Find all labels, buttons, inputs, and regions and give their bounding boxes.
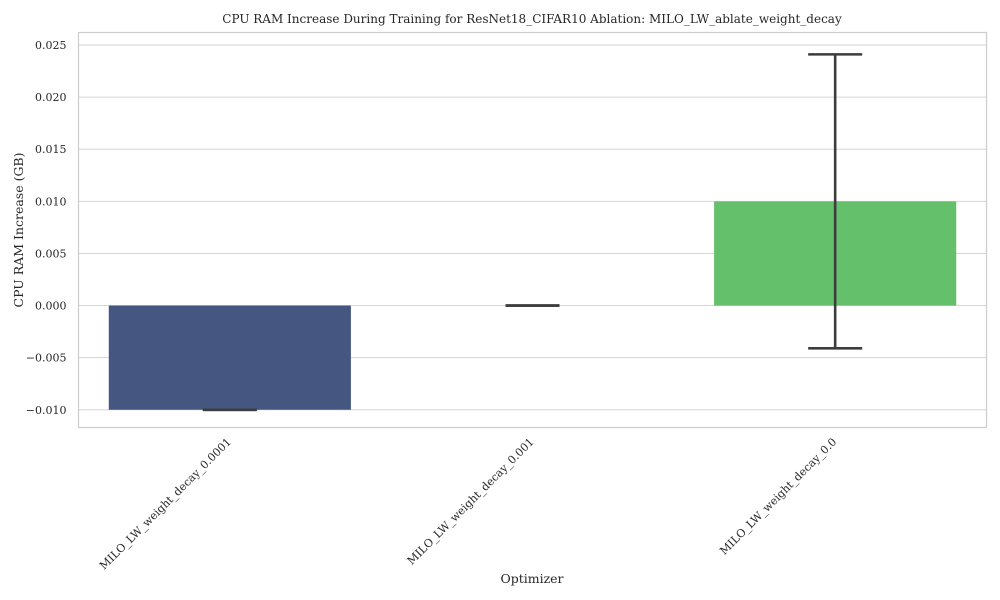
x-axis-label: Optimizer (500, 571, 563, 586)
x-tick-label: MILO_LW_weight_decay_0.0001 (97, 435, 234, 572)
y-tick-label: −0.005 (26, 352, 67, 365)
bar (108, 305, 351, 410)
y-tick-label: −0.010 (26, 404, 67, 417)
y-tick-label: 0.015 (35, 143, 67, 156)
y-axis-label: CPU RAM Increase (GB) (11, 153, 26, 308)
x-tick-labels: MILO_LW_weight_decay_0.0001 MILO_LW_weigh… (97, 435, 839, 572)
y-tick-labels: −0.010 −0.005 0.000 0.005 0.010 0.015 0.020 0.0… (26, 39, 67, 417)
plot-frame (77, 31, 988, 429)
x-tick-label: MILO_LW_weight_decay_0.001 (405, 435, 537, 567)
y-tick-label: 0.010 (35, 195, 67, 208)
error-bars (202, 53, 863, 412)
y-tick-label: 0.000 (35, 300, 67, 313)
y-tick-label: 0.020 (35, 91, 67, 104)
chart-title: CPU RAM Increase During Training for Res… (222, 12, 842, 26)
x-tick-label: MILO_LW_weight_decay_0.0 (717, 435, 839, 557)
y-tick-label: 0.025 (35, 39, 67, 52)
y-tick-label: 0.005 (35, 247, 67, 260)
